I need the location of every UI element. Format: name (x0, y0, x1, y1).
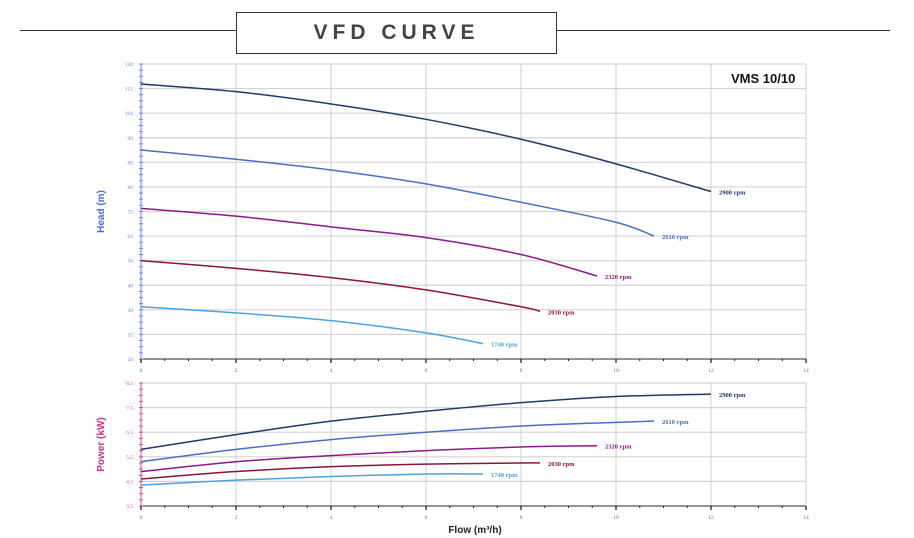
x-axis-label: Flow (m³/h) (448, 525, 501, 536)
power-series-label: 2030 rpm (548, 461, 575, 468)
head-series-label: 1740 rpm (491, 342, 518, 349)
power-series-label: 1740 rpm (491, 472, 518, 479)
head-x-tick-label: 14 (803, 368, 809, 374)
power-series-label: 2900 rpm (719, 392, 746, 399)
head-series-label: 2900 rpm (719, 190, 746, 197)
head-y-tick-label: 48 (128, 283, 134, 289)
head-series-label: 2320 rpm (605, 274, 632, 281)
head-x-tick-label: 12 (708, 368, 714, 374)
power-curve-1740-rpm (140, 473, 484, 486)
power-x-tick-label: 8 (520, 515, 523, 521)
head-y-tick-label: 120 (125, 62, 134, 68)
power-y-tick-label: 5.5 (126, 455, 133, 461)
power-x-tick-label: 6 (425, 515, 428, 521)
head-y-tick-label: 32 (128, 332, 134, 338)
head-x-tick-label: 2 (235, 368, 238, 374)
head-y-tick-label: 64 (128, 234, 134, 240)
head-y-tick-label: 112 (125, 87, 133, 93)
head-x-tick-label: 10 (613, 368, 619, 374)
head-series-label: 2030 rpm (548, 309, 575, 316)
power-x-tick-label: 0 (140, 515, 143, 521)
head-y-tick-label: 96 (128, 136, 134, 142)
power-y-tick-label: 7.5 (126, 406, 133, 412)
power-series-label: 2610 rpm (662, 419, 689, 426)
head-curve-2320-rpm (140, 207, 598, 277)
head-y-tick-label: 80 (128, 185, 134, 191)
power-curve-2610-rpm (140, 420, 655, 463)
power-x-tick-label: 14 (803, 515, 809, 521)
head-y-axis-label: Head (m) (96, 190, 107, 233)
head-curve-2900-rpm (140, 83, 712, 193)
head-x-tick-label: 6 (425, 368, 428, 374)
power-series-label: 2320 rpm (605, 444, 632, 451)
head-x-tick-label: 8 (520, 368, 523, 374)
head-y-tick-label: 40 (128, 308, 134, 314)
power-x-tick-label: 10 (613, 515, 619, 521)
power-y-tick-label: 8.5 (126, 381, 133, 387)
power-y-axis-label: Power (kW) (96, 417, 107, 471)
model-label: VMS 10/10 (731, 71, 795, 86)
head-y-tick-label: 72 (128, 210, 134, 216)
power-x-tick-label: 4 (330, 515, 333, 521)
page-title: VFD CURVE (236, 12, 557, 54)
head-x-tick-label: 0 (140, 368, 143, 374)
power-y-tick-label: 6.5 (126, 430, 133, 436)
head-y-tick-label: 88 (128, 160, 134, 166)
power-x-tick-label: 2 (235, 515, 238, 521)
head-curve-2610-rpm (140, 149, 655, 237)
head-curve-1740-rpm (140, 306, 484, 345)
power-y-tick-label: 4.5 (126, 479, 133, 485)
power-x-tick-label: 12 (708, 515, 714, 521)
head-y-tick-label: 56 (128, 259, 134, 265)
power-curve-2030-rpm (140, 462, 541, 480)
head-x-tick-label: 4 (330, 368, 333, 374)
power-y-tick-label: 3.5 (126, 504, 133, 510)
power-curve-2320-rpm (140, 444, 598, 473)
power-curve-2900-rpm (140, 393, 712, 451)
head-curve-2030-rpm (140, 259, 541, 313)
head-y-tick-label: 24 (128, 357, 134, 363)
head-y-tick-label: 104 (125, 111, 134, 117)
head-series-label: 2610 rpm (662, 234, 689, 241)
